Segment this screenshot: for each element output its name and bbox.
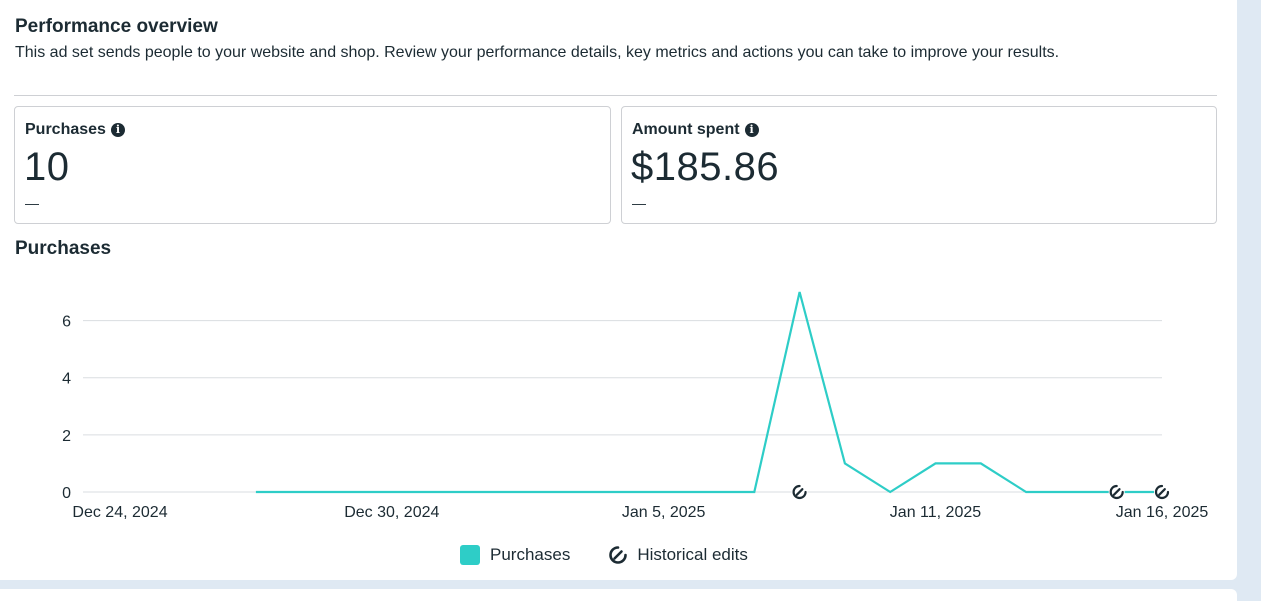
data-point [751,489,757,495]
data-point [887,489,893,495]
data-point [479,489,485,495]
data-point [706,489,712,495]
legend-label: Historical edits [637,545,748,564]
historical-edit-marker[interactable] [1154,484,1170,500]
next-panel [0,589,1237,601]
data-point [434,489,440,495]
data-point [570,489,576,495]
historical-edit-marker[interactable] [791,484,808,500]
data-point [1068,489,1074,495]
performance-overview-panel: Performance overview This ad set sends p… [0,0,1237,580]
metric-value: 10 [24,145,70,189]
legend-item-historical-edits[interactable]: Historical edits [608,545,748,565]
x-tick-label: Dec 30, 2024 [344,504,439,521]
y-tick-label: 2 [62,428,71,445]
info-icon[interactable]: i [744,123,759,137]
historical-edit-icon [609,546,628,564]
metric-card-amount-spent[interactable]: Amount spent i $185.86 — [621,106,1217,224]
chart-legend: Purchases Historical edits [460,545,786,565]
y-tick-label: 0 [62,485,71,502]
data-point [389,489,395,495]
x-tick-label: Jan 5, 2025 [622,504,706,521]
data-point [253,489,259,495]
data-point [298,489,304,495]
legend-swatch [460,545,480,565]
y-tick-label: 4 [62,371,71,388]
metric-label-container: Amount spent i [632,121,759,139]
metric-comparison: — [632,195,646,211]
x-tick-label: Jan 16, 2025 [1116,504,1209,521]
metric-comparison: — [25,195,39,211]
metric-label: Purchases [25,121,106,138]
divider [14,95,1217,96]
data-point [932,460,938,466]
metric-label-container: Purchases i [25,121,125,139]
y-tick-label: 6 [62,314,71,331]
page-description: This ad set sends people to your website… [15,44,1060,61]
data-point [797,289,803,295]
x-tick-label: Dec 24, 2024 [72,504,167,521]
data-point [661,489,667,495]
metric-card-purchases[interactable]: Purchases i 10 — [14,106,611,224]
data-point [525,489,531,495]
data-point [615,489,621,495]
legend-label: Purchases [490,545,571,564]
data-point [1023,489,1029,495]
series-line-purchases [255,291,1162,494]
purchases-line-chart[interactable]: 0 2 4 6 Dec 24, 2024 Dec 30, 2024 Jan 5, 2025 J… [0,260,1237,530]
chart-title: Purchases [15,238,112,259]
historical-edit-marker[interactable] [1108,484,1125,500]
page-title: Performance overview [15,16,218,37]
metric-label: Amount spent [632,121,740,138]
data-point [344,489,350,495]
data-point [842,460,848,466]
data-point [978,460,984,466]
info-icon[interactable]: i [110,123,125,137]
x-tick-label: Jan 11, 2025 [890,504,981,521]
metric-value: $185.86 [631,145,780,189]
legend-item-purchases[interactable]: Purchases [460,545,570,565]
